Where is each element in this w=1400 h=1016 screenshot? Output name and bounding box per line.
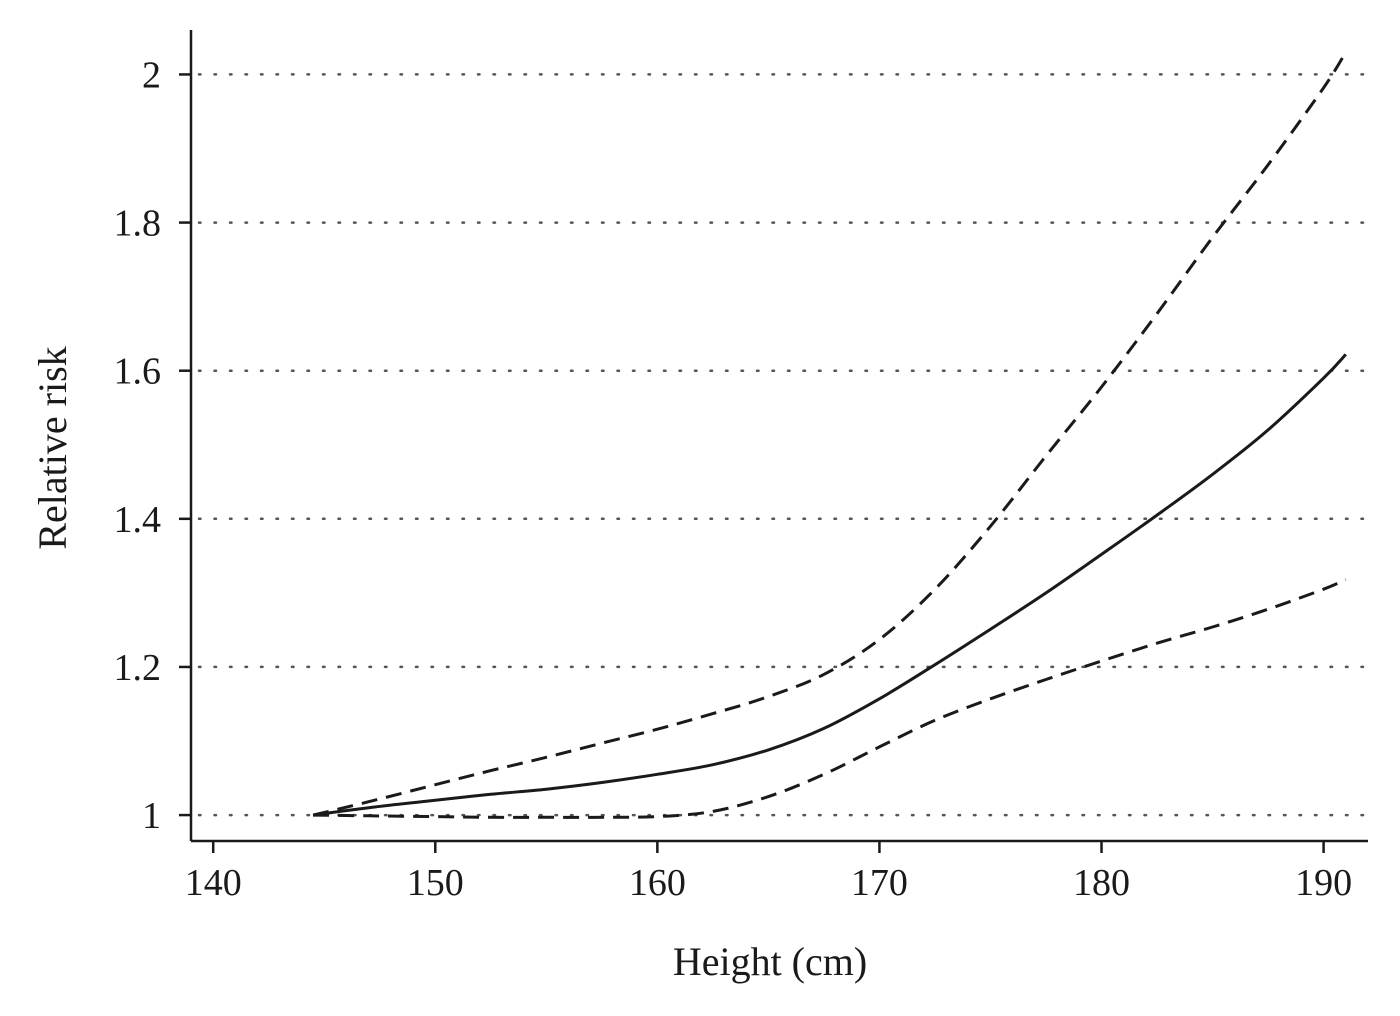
axes — [189, 30, 1368, 843]
x-tick-label-2: 160 — [629, 862, 686, 904]
y-tick-label-1: 1.2 — [114, 647, 162, 689]
curves — [312, 51, 1348, 819]
y-tick-label-3: 1.6 — [114, 351, 162, 393]
x-tick-label-3: 170 — [851, 862, 908, 904]
x-tick-label-4: 180 — [1073, 862, 1130, 904]
lower-ci-line — [313, 578, 1347, 819]
upper-ci-line — [312, 51, 1348, 817]
x-tick-label-5: 190 — [1295, 862, 1352, 904]
x-axis-title: Height (cm) — [673, 939, 867, 984]
y-axis-ticks: 1 1.2 1.4 1.6 1.8 2 — [114, 54, 191, 837]
gridlines — [197, 73, 1370, 817]
y-tick-label-4: 1.8 — [114, 203, 162, 245]
y-tick-label-0: 1 — [142, 795, 161, 837]
y-tick-label-2: 1.4 — [114, 499, 162, 541]
x-tick-label-0: 140 — [185, 862, 242, 904]
x-axis-ticks: 140 150 160 170 180 190 — [185, 841, 1352, 904]
y-tick-label-5: 2 — [142, 54, 161, 96]
x-tick-label-1: 150 — [407, 862, 464, 904]
estimate-line — [312, 353, 1347, 817]
y-axis-title: Relative risk — [30, 346, 75, 549]
